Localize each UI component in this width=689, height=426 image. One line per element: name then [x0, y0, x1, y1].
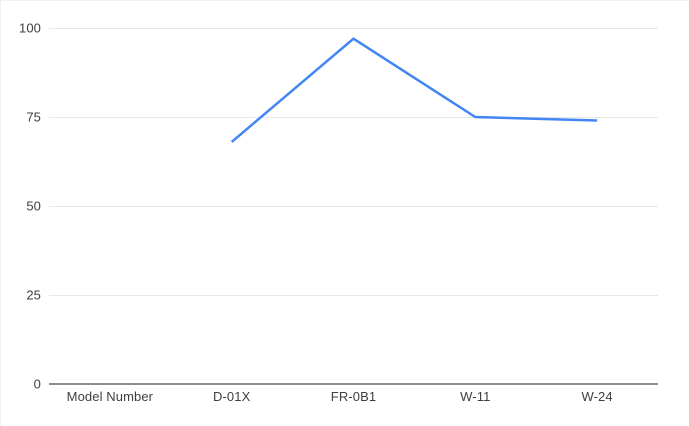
gridline: [49, 295, 658, 296]
y-axis-tick-label: 75: [26, 109, 41, 125]
y-axis-tick-label: 50: [26, 198, 41, 214]
y-axis-tick-label: 25: [26, 287, 41, 303]
x-axis-line: [49, 383, 658, 385]
x-axis-tick-label: FR-0B1: [330, 389, 377, 404]
x-axis-tick-label: D-01X: [213, 389, 251, 404]
series-line-series-1: [230, 37, 598, 143]
gridline: [49, 28, 658, 29]
series-layer: [230, 37, 598, 143]
y-axis-tick-label: 0: [33, 376, 41, 392]
x-axis-tick-label: W-11: [460, 389, 491, 404]
gridline: [49, 117, 658, 118]
y-axis-tick-label: 100: [19, 20, 41, 36]
plot-area: 100 75 50 25 0: [19, 21, 658, 392]
x-axis-tick-label: W-24: [581, 389, 613, 404]
x-axis-labels: Model Number D-01X FR-0B1 W-11 W-24: [49, 389, 658, 411]
gridline: [49, 206, 658, 207]
x-axis-tick-label: Model Number: [66, 389, 154, 404]
